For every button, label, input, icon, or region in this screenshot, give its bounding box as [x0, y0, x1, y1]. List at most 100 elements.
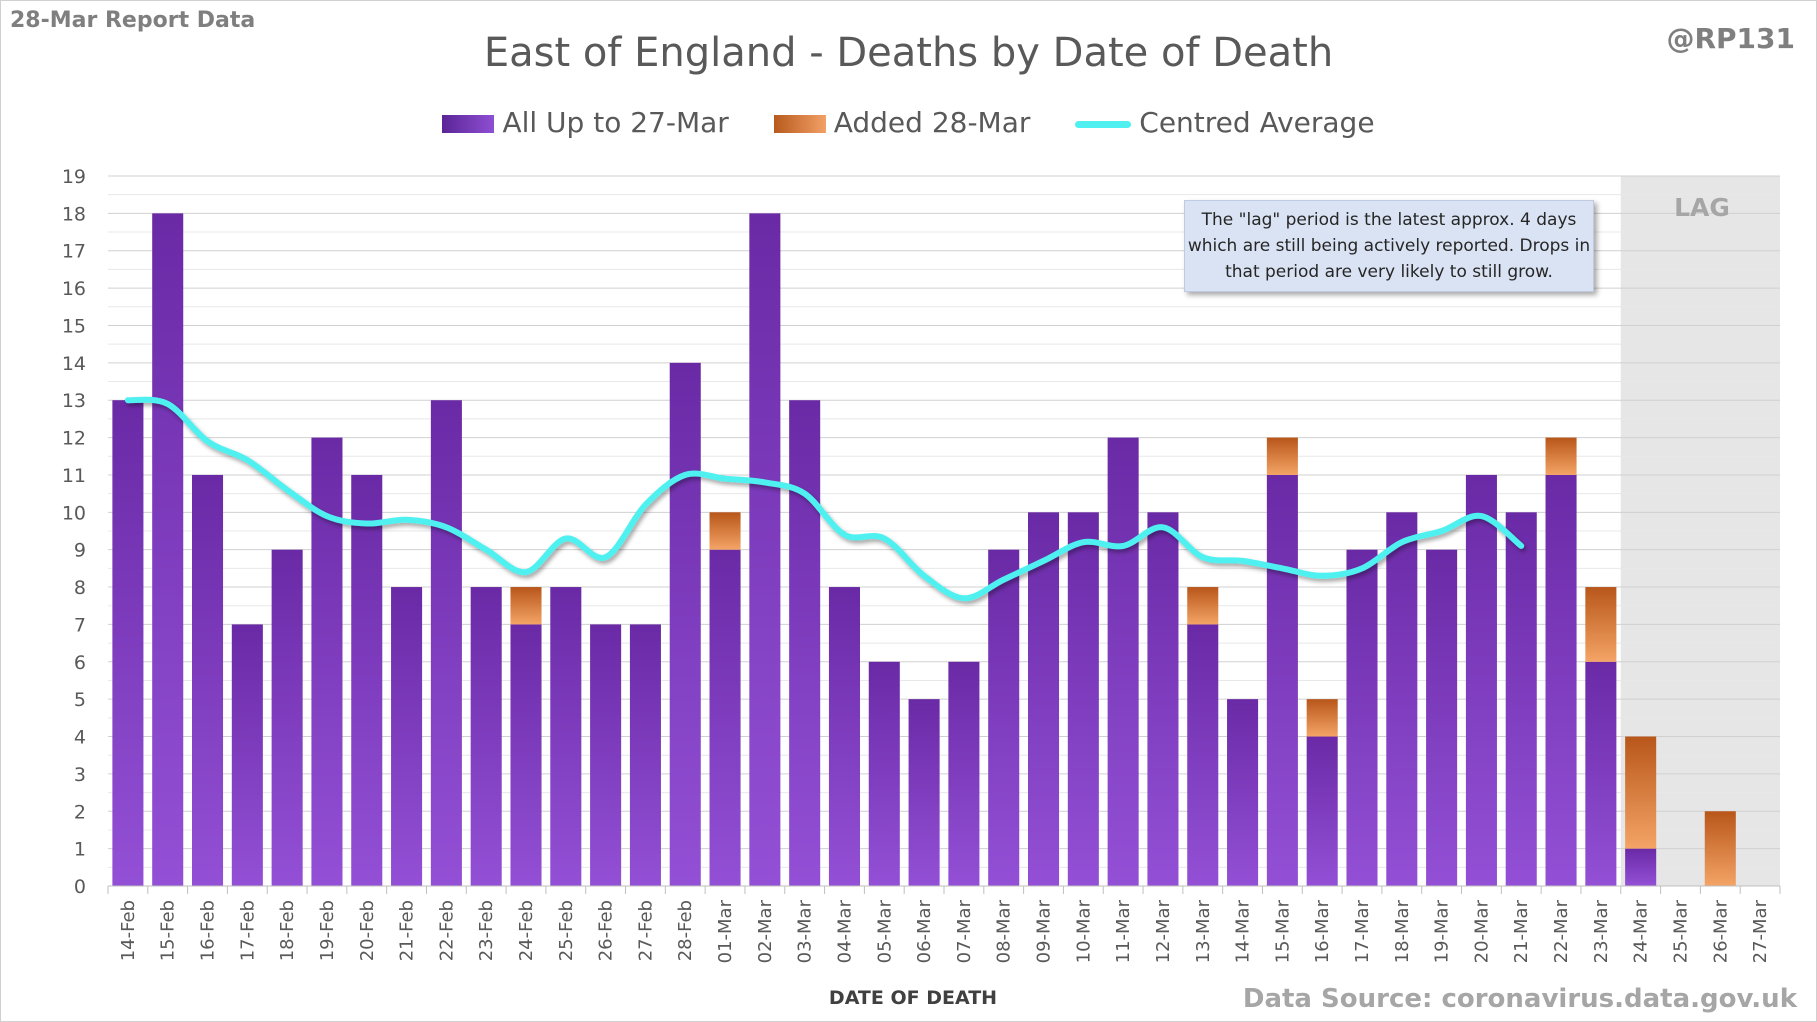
y-tick-label: 16	[62, 278, 86, 300]
legend-label-all: All Up to 27-Mar	[502, 106, 729, 139]
x-tick-label: 02-Mar	[755, 899, 776, 963]
x-tick-label: 19-Feb	[317, 900, 338, 961]
y-tick-label: 1	[74, 839, 86, 861]
x-tick-label: 26-Mar	[1710, 899, 1731, 963]
x-tick-label: 17-Mar	[1352, 899, 1373, 963]
y-tick-label: 6	[74, 652, 86, 674]
bar-all-01-Mar	[709, 549, 741, 886]
data-source: Data Source: coronavirus.data.gov.uk	[1242, 984, 1797, 1014]
bar-all-18-Feb	[271, 549, 303, 886]
x-tick-label: 15-Mar	[1272, 899, 1293, 963]
x-tick-label: 20-Mar	[1471, 899, 1492, 963]
bar-all-22-Mar	[1545, 474, 1577, 886]
x-tick-label: 03-Mar	[795, 899, 816, 963]
x-tick-label: 01-Mar	[715, 899, 736, 963]
y-tick-label: 7	[74, 614, 86, 636]
bar-added-13-Mar	[1187, 587, 1219, 625]
chart-title: East of England - Deaths by Date of Deat…	[483, 30, 1334, 76]
x-tick-label: 21-Mar	[1511, 899, 1532, 963]
y-tick-label: 17	[62, 241, 86, 263]
bar-all-06-Mar	[908, 699, 940, 886]
x-tick-label: 27-Mar	[1750, 899, 1771, 963]
y-tick-label: 15	[62, 315, 86, 337]
lag-label: LAG	[1674, 193, 1730, 222]
x-tick-label: 12-Mar	[1153, 899, 1174, 963]
x-tick-label: 25-Feb	[556, 900, 577, 961]
bar-added-26-Mar	[1704, 811, 1736, 886]
x-tick-label: 06-Mar	[914, 899, 935, 963]
bar-all-13-Mar	[1187, 624, 1219, 886]
bar-all-17-Mar	[1346, 549, 1378, 886]
x-tick-label: 21-Feb	[397, 900, 418, 961]
x-tick-label: 13-Mar	[1193, 899, 1214, 963]
x-tick-label: 14-Mar	[1233, 899, 1254, 963]
bar-added-24-Feb	[510, 587, 542, 625]
bar-all-16-Feb	[191, 474, 224, 886]
y-tick-label: 8	[74, 577, 86, 599]
bar-all-11-Mar	[1107, 437, 1139, 886]
y-tick-label: 19	[62, 166, 86, 188]
x-tick-label: 22-Mar	[1551, 899, 1572, 963]
centred-average-line	[124, 396, 1525, 602]
bar-all-24-Mar	[1625, 848, 1657, 886]
y-tick-label: 18	[62, 203, 86, 225]
x-tick-label: 28-Feb	[675, 900, 696, 961]
y-tick-label: 4	[74, 727, 86, 749]
bar-all-24-Feb	[510, 624, 542, 886]
y-tick-label: 11	[62, 465, 86, 487]
x-tick-label: 04-Mar	[834, 899, 855, 963]
x-tick-label: 18-Feb	[277, 900, 298, 961]
bar-all-21-Mar	[1505, 512, 1537, 886]
bar-added-24-Mar	[1625, 736, 1657, 849]
bar-all-03-Mar	[789, 400, 821, 886]
bar-all-23-Mar	[1585, 661, 1617, 886]
x-tick-label: 16-Feb	[198, 900, 219, 961]
lag-annotation: The "lag" period is the latest approx. 4…	[1184, 200, 1594, 292]
x-tick-label: 07-Mar	[954, 899, 975, 963]
x-axis-title: DATE OF DEATH	[829, 987, 997, 1009]
bar-added-01-Mar	[709, 512, 741, 550]
bar-all-19-Feb	[311, 437, 343, 886]
bar-all-27-Feb	[629, 624, 661, 886]
bar-all-19-Mar	[1426, 549, 1458, 886]
y-tick-label: 13	[62, 390, 86, 412]
x-tick-label: 08-Mar	[994, 899, 1015, 963]
x-tick-label: 05-Mar	[874, 899, 895, 963]
x-tick-label: 23-Mar	[1591, 899, 1612, 963]
bar-added-15-Mar	[1266, 437, 1298, 475]
bar-all-14-Feb	[112, 400, 144, 886]
bar-all-12-Mar	[1147, 512, 1179, 886]
legend: All Up to 27-Mar Added 28-Mar Centred Av…	[0, 106, 1817, 139]
legend-item-all: All Up to 27-Mar	[442, 106, 729, 139]
y-tick-label: 5	[74, 689, 86, 711]
x-tick-label: 20-Feb	[357, 900, 378, 961]
bar-added-16-Mar	[1306, 699, 1338, 737]
bar-all-17-Feb	[231, 624, 263, 886]
y-tick-label: 2	[74, 801, 86, 823]
x-tick-label: 10-Mar	[1073, 899, 1094, 963]
x-tick-label: 16-Mar	[1312, 899, 1333, 963]
y-tick-label: 12	[62, 428, 86, 450]
x-tick-label: 23-Feb	[476, 900, 497, 961]
y-tick-label: 14	[62, 353, 86, 375]
y-tick-label: 0	[74, 876, 86, 898]
bar-all-04-Mar	[828, 587, 861, 886]
bar-all-25-Feb	[550, 587, 582, 886]
x-tick-label: 26-Feb	[596, 900, 617, 961]
bar-added-22-Mar	[1545, 437, 1577, 475]
x-tick-label: 24-Feb	[516, 900, 537, 961]
bar-added-23-Mar	[1585, 587, 1617, 662]
x-tick-label: 14-Feb	[118, 900, 139, 961]
x-tick-label: 25-Mar	[1670, 899, 1691, 963]
legend-swatch-added	[773, 115, 826, 133]
x-tick-label: 09-Mar	[1034, 899, 1055, 963]
bar-all-10-Mar	[1067, 512, 1099, 886]
bar-all-05-Mar	[868, 661, 900, 886]
report-label: 28-Mar Report Data	[10, 8, 256, 33]
legend-label-average: Centred Average	[1139, 106, 1375, 139]
legend-swatch-all	[442, 115, 495, 133]
author-handle: @RP131	[1666, 22, 1795, 55]
x-tick-label: 24-Mar	[1631, 899, 1652, 963]
x-tick-label: 11-Mar	[1113, 899, 1134, 963]
